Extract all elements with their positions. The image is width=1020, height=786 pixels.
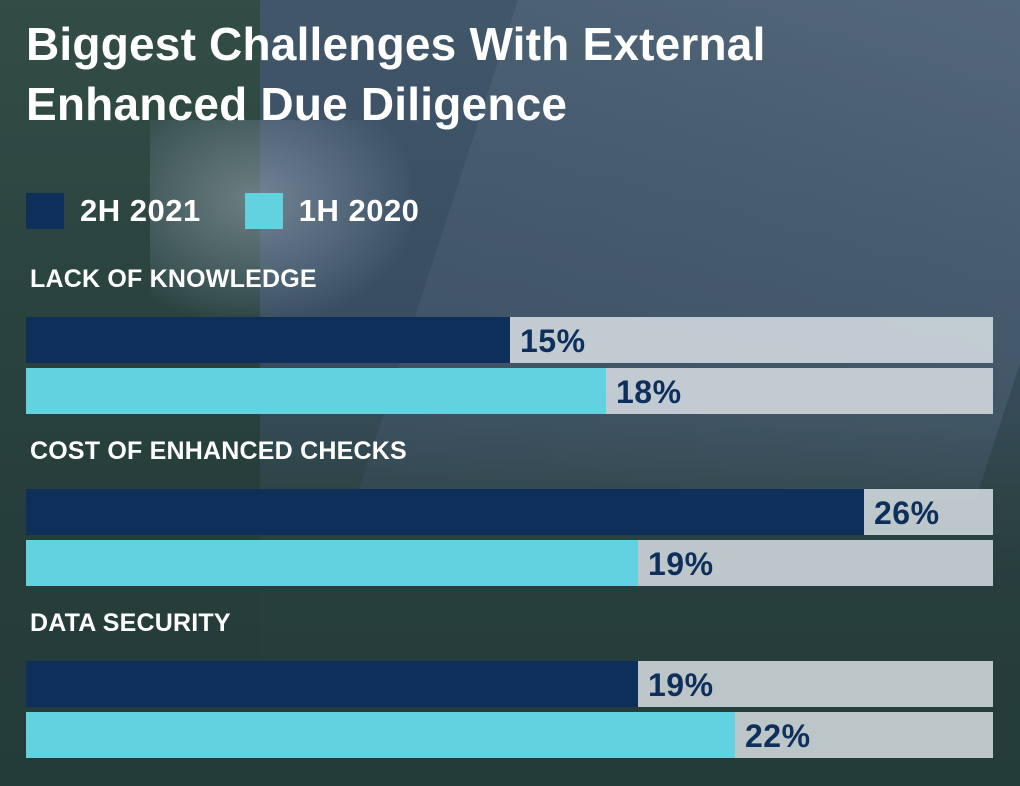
- bar-data-security-2h-2021: [26, 661, 638, 707]
- bar-lack-of-knowledge-2h-2021: [26, 317, 510, 363]
- bar-track-cost-of-enhanced-checks-1h-2020: 19%: [26, 540, 993, 586]
- chart-title: Biggest Challenges With External Enhance…: [26, 14, 986, 134]
- legend-swatch-2h-2021: [26, 193, 64, 229]
- data-label-data-security-1h-2020: 22%: [745, 718, 811, 754]
- legend-swatch-1h-2020: [244, 193, 283, 229]
- legend-item-2h-2021: 2H 2021: [26, 193, 201, 229]
- bar-cost-of-enhanced-checks-1h-2020: [26, 540, 638, 586]
- bar-track-lack-of-knowledge-1h-2020: 18%: [26, 368, 993, 414]
- chart-title-line-2: Enhanced Due Diligence: [26, 78, 568, 130]
- bar-track-data-security-1h-2020: 22%: [26, 712, 993, 758]
- legend-label-2h-2021: 2H 2021: [80, 193, 201, 228]
- chart-title-line-1: Biggest Challenges With External: [26, 18, 766, 70]
- data-label-lack-of-knowledge-1h-2020: 18%: [616, 374, 682, 410]
- bar-track-data-security-2h-2021: 19%: [26, 661, 993, 707]
- category-label-cost-of-enhanced-checks: COST OF ENHANCED CHECKS: [30, 437, 407, 465]
- category-label-lack-of-knowledge: LACK OF KNOWLEDGE: [30, 265, 317, 293]
- bar-track-cost-of-enhanced-checks-2h-2021: 26%: [26, 489, 993, 535]
- legend: 2H 2021 1H 2020: [26, 192, 463, 230]
- legend-label-1h-2020: 1H 2020: [298, 193, 420, 228]
- bar-lack-of-knowledge-1h-2020: [26, 368, 606, 414]
- bar-cost-of-enhanced-checks-2h-2021: [26, 489, 864, 535]
- data-label-cost-of-enhanced-checks-1h-2020: 19%: [648, 546, 714, 582]
- data-label-cost-of-enhanced-checks-2h-2021: 26%: [874, 495, 940, 531]
- legend-item-1h-2020: 1H 2020: [244, 193, 420, 229]
- bar-data-security-1h-2020: [26, 712, 735, 758]
- category-label-data-security: DATA SECURITY: [30, 609, 231, 637]
- data-label-lack-of-knowledge-2h-2021: 15%: [520, 323, 586, 359]
- data-label-data-security-2h-2021: 19%: [648, 667, 714, 703]
- bar-track-lack-of-knowledge-2h-2021: 15%: [26, 317, 993, 363]
